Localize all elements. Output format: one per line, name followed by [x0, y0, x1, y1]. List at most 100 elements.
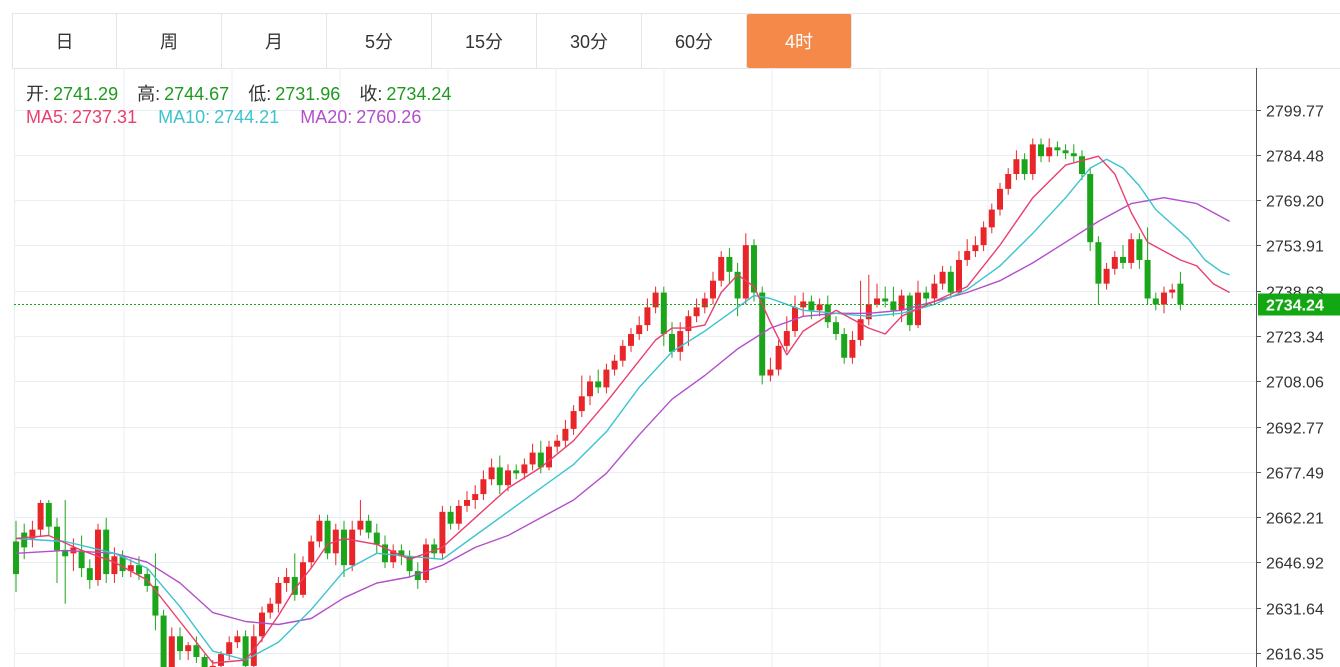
candle-body	[1046, 147, 1053, 157]
candle-body	[652, 292, 659, 308]
candle-body	[505, 470, 511, 486]
candle-body	[234, 636, 241, 643]
y-tick-label: 2723.34	[1266, 330, 1324, 347]
candle-body	[611, 360, 618, 370]
ma5-label: MA5:	[26, 107, 69, 127]
candle-body	[480, 479, 487, 495]
candle-body	[521, 464, 528, 474]
candle-body	[849, 339, 856, 358]
candle-body	[447, 511, 454, 524]
candle-body	[464, 499, 470, 506]
candle-body	[390, 550, 397, 563]
candle-body	[201, 657, 208, 667]
candle-body	[537, 452, 544, 468]
y-tick-label: 2799.77	[1266, 104, 1324, 121]
candle-body	[751, 245, 757, 293]
candle-body	[95, 529, 101, 580]
tab-week[interactable]: 周	[117, 14, 222, 68]
candle-body	[242, 636, 249, 666]
candle-body	[414, 571, 421, 580]
y-tick-label: 2662.21	[1266, 511, 1324, 528]
tab-30min[interactable]: 30分	[537, 14, 642, 68]
candle-body	[513, 470, 520, 474]
candle-body	[177, 636, 183, 652]
y-tick-label: 2616.35	[1266, 647, 1324, 664]
candle-body	[841, 334, 848, 358]
tab-month[interactable]: 月	[222, 14, 327, 68]
candle-body	[185, 645, 192, 652]
candle-body	[644, 307, 651, 326]
candle-body	[1152, 298, 1159, 305]
candle-body	[767, 369, 774, 376]
candle-body	[365, 520, 372, 533]
y-tick-label: 2769.20	[1266, 194, 1324, 211]
candle-body	[824, 304, 831, 323]
last-price-label: 2734.24	[1266, 298, 1324, 315]
candle-body	[29, 529, 36, 539]
y-tick-label: 2631.64	[1266, 602, 1324, 619]
candle-body	[1062, 150, 1069, 154]
candle-body	[882, 298, 889, 302]
ma20-value: 2760.26	[356, 107, 422, 127]
ohlc-readout: 开: 2741.29 高: 2744.67 低: 2731.96 收: 2734.24	[26, 80, 455, 106]
candle-body	[1095, 242, 1102, 284]
candle-body	[546, 446, 552, 468]
candle-body	[1029, 144, 1036, 175]
candle-body	[947, 271, 954, 293]
candle-body	[160, 615, 167, 667]
y-tick-label: 2753.91	[1266, 239, 1324, 256]
candle-body	[373, 532, 380, 545]
candle-body	[636, 325, 643, 335]
candle-body	[529, 452, 536, 465]
candle-body	[209, 665, 216, 667]
candle-body	[218, 654, 224, 666]
candle-body	[906, 295, 913, 326]
candle-body	[1136, 239, 1143, 260]
high-label: 高:	[137, 84, 161, 104]
candle-body	[357, 520, 364, 530]
candle-body	[578, 396, 585, 412]
ma-readout: MA5: 2737.31 MA10: 2744.21 MA20: 2760.26	[26, 107, 425, 128]
candle-body	[685, 316, 692, 332]
candle-body	[488, 467, 495, 480]
candle-body	[1038, 144, 1044, 157]
candle-body	[324, 520, 331, 554]
candle-body	[1103, 268, 1110, 284]
timeframe-tabs: 日 周 月 5分 15分 30分 60分 4时	[12, 13, 1340, 69]
tab-5min[interactable]: 5分	[327, 14, 432, 68]
candle-body	[833, 322, 839, 335]
candle-body	[283, 577, 290, 583]
last-price-box	[1258, 293, 1340, 316]
candle-body	[86, 568, 93, 580]
candle-body	[898, 295, 905, 311]
high-value: 2744.67	[164, 84, 230, 104]
y-tick-label: 2692.77	[1266, 421, 1324, 438]
candle-body	[45, 502, 52, 527]
y-tick-label: 2708.06	[1266, 375, 1324, 392]
y-tick-label: 2784.48	[1266, 149, 1324, 166]
candle-body	[931, 283, 938, 299]
low-label: 低:	[248, 84, 272, 104]
candle-body	[726, 256, 733, 272]
candle-body	[701, 298, 708, 308]
candle-body	[677, 331, 684, 352]
candle-body	[13, 541, 19, 575]
candle-body	[1120, 256, 1126, 263]
tab-4hour[interactable]: 4时	[747, 14, 852, 68]
candle-body	[78, 550, 85, 569]
tab-60min[interactable]: 60分	[642, 14, 747, 68]
candle-body	[956, 259, 962, 293]
candle-body	[554, 440, 561, 447]
candle-body	[1070, 153, 1077, 157]
tab-day[interactable]: 日	[12, 14, 117, 68]
candle-body	[127, 565, 134, 572]
candle-body	[267, 603, 274, 613]
candle-body	[1021, 159, 1028, 175]
candle-body	[37, 502, 44, 530]
candle-body	[923, 292, 930, 299]
candle-body	[341, 529, 347, 566]
candle-body	[595, 381, 602, 388]
candle-body	[997, 188, 1003, 210]
tab-15min[interactable]: 15分	[432, 14, 537, 68]
